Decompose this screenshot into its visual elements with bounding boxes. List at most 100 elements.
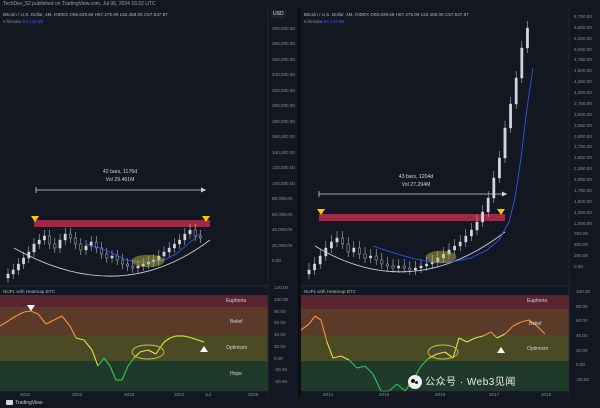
candle-body (22, 257, 25, 265)
euphoria-zone (0, 295, 268, 307)
tradingview-logo-icon (6, 400, 13, 406)
right-chart-canvas[interactable] (301, 8, 600, 398)
candle-body (110, 255, 114, 259)
axis-tick: 4,000.00 (574, 90, 592, 96)
nupl-segment (528, 319, 538, 327)
axis-tick: 100,000.00 (272, 180, 295, 186)
nupl-segment (155, 341, 165, 355)
ichimoku-value: 54,144.85 (22, 19, 44, 24)
nupl-segment (348, 359, 358, 369)
candle-body (363, 253, 367, 259)
axis-tick: 300,000.00 (272, 26, 295, 31)
candle-body (318, 255, 322, 265)
axis-tick: 80,000.00 (272, 196, 293, 202)
axis-tick: 5,750.00 (574, 14, 592, 19)
candle-body (183, 233, 187, 241)
axis-tick: 1,250.00 (574, 209, 592, 215)
axis-tick: 20.00 (576, 347, 588, 353)
candle-body (157, 255, 161, 261)
candle-body (458, 241, 462, 247)
axis-tick: 0.00 (272, 258, 281, 263)
candle-body (32, 243, 36, 253)
panel-divider (298, 8, 301, 398)
axis-tick: 120,000.00 (272, 165, 295, 171)
nupl-segment (139, 349, 149, 353)
nupl-highlight (427, 344, 459, 360)
nupl-segment (147, 349, 157, 355)
candle-body (497, 157, 501, 179)
candle-body (397, 265, 401, 269)
candle-body (84, 245, 88, 251)
left-chart-panel[interactable]: Bitcoin / U.S. Dollar, 4M, INDEX O66,639… (0, 8, 298, 398)
chart-legend: Bitcoin / U.S. Dollar, 4M, INDEX O66,639… (304, 11, 469, 25)
nupl-segment (163, 337, 171, 343)
candle-body (413, 267, 417, 271)
axis-tick: 5,500.00 (574, 24, 592, 30)
nupl-current-marker (497, 347, 505, 353)
candle-body (385, 263, 389, 267)
candle-body (188, 229, 192, 235)
axis-tick: 3,250.00 (574, 122, 592, 128)
nupl-segment (444, 351, 454, 359)
nupl-segment (83, 339, 93, 351)
candle-body (486, 197, 490, 213)
candle-body (58, 239, 62, 249)
axis-tick: 2,500.00 (574, 155, 592, 161)
time-tick: 2023 (124, 392, 135, 397)
nupl-segment (127, 357, 135, 367)
zone-label-belief: Belief (529, 321, 542, 327)
candle-body (330, 241, 333, 249)
axis-tick: -20.00 (274, 367, 288, 373)
candle-body (464, 235, 468, 243)
nupl-segment (536, 325, 546, 335)
axis-tick: 100.00 (274, 296, 289, 302)
axis-tick: 120.00 (274, 285, 289, 290)
candle-body (68, 233, 72, 239)
zone-label-optimism: Optimism (226, 345, 248, 351)
nupl-segment (320, 319, 328, 343)
nupl-highlight (131, 344, 165, 360)
axis-tick: 5,250.00 (574, 35, 592, 41)
axis-tick: 100.00 (576, 289, 591, 294)
candle-body (48, 235, 52, 245)
axis-tick: 250.00 (574, 253, 589, 259)
candle-body (141, 263, 145, 267)
axis-tick: 3,500.00 (574, 111, 592, 117)
measure-arrow-head (201, 187, 206, 193)
nupl-segment (37, 313, 47, 325)
nupl-segment (69, 325, 77, 339)
candle-body (172, 243, 176, 249)
axis-tick: -40.00 (274, 379, 288, 384)
nupl-segment (314, 315, 322, 321)
candle-body (335, 237, 339, 243)
right-chart-panel[interactable]: Bitcoin / U.S. Dollar, 4M, INDEX O66,639… (301, 8, 600, 398)
axis-tick: 500.00 (574, 242, 589, 248)
candle-body (380, 259, 384, 265)
ichimoku-label: Ichimoku (304, 19, 323, 24)
nupl-segment (388, 383, 398, 392)
candle-body (126, 263, 130, 267)
left-chart-canvas[interactable] (0, 8, 298, 398)
candle-body (120, 259, 124, 265)
nupl-segment (45, 319, 55, 325)
nupl-segment (326, 341, 334, 359)
axis-tick: 40.00 (274, 332, 286, 337)
nupl-segment (490, 331, 498, 339)
euphoria-zone (301, 295, 569, 309)
axis-tick: 1,500.00 (574, 198, 592, 204)
resistance-band (319, 214, 505, 221)
nupl-segment (396, 383, 406, 392)
candle-body (419, 265, 423, 269)
nupl-segment (75, 337, 85, 341)
candle-body (374, 255, 378, 261)
optimism-zone (0, 335, 268, 361)
axis-tick: 0.00 (574, 264, 583, 269)
candle-body (369, 255, 373, 259)
candle-body (492, 177, 496, 199)
candle-body (37, 239, 41, 245)
candle-body (53, 243, 57, 249)
nupl-segment (482, 331, 492, 337)
time-tick: Jul (205, 392, 211, 397)
candle-body (503, 127, 507, 159)
nupl-segment (474, 335, 484, 339)
